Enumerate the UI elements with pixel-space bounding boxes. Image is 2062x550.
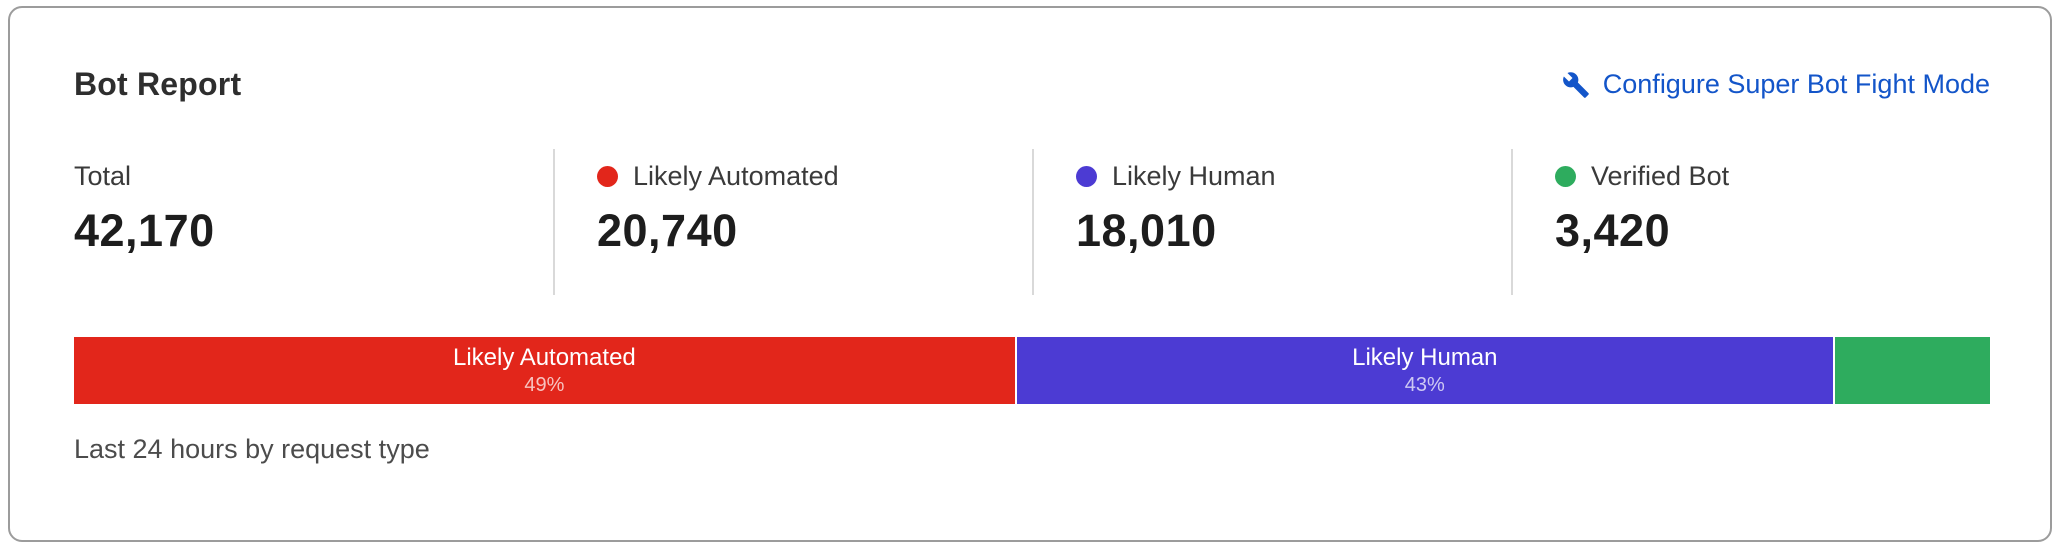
- bar-segment-label: Likely Automated: [452, 343, 636, 371]
- stat-likely-automated-label: Likely Automated: [633, 161, 839, 191]
- stats-row: Total 42,170 Likely Automated 20,740 Lik…: [74, 149, 1990, 295]
- stat-likely-human-label: Likely Human: [1112, 161, 1276, 191]
- bar-segment-likely-automated: Likely Automated 49%: [74, 337, 1015, 404]
- stat-total-label: Total: [74, 161, 132, 191]
- likely-automated-dot-icon: [597, 166, 618, 187]
- stat-likely-human: Likely Human 18,010: [1032, 149, 1511, 295]
- stat-verified-bot-label: Verified Bot: [1591, 161, 1730, 191]
- bar-segment-percentage: 43%: [1404, 374, 1445, 397]
- stat-likely-automated: Likely Automated 20,740: [553, 149, 1032, 295]
- bar-segment-verified-bot: [1832, 337, 1990, 404]
- configure-link-label: Configure Super Bot Fight Mode: [1602, 69, 1990, 99]
- configure-super-bot-fight-mode-link[interactable]: Configure Super Bot Fight Mode: [1562, 69, 1990, 100]
- stat-likely-human-value: 18,010: [1076, 205, 1217, 256]
- wrench-icon: [1562, 71, 1590, 99]
- likely-human-dot-icon: [1076, 166, 1097, 187]
- stat-total-value: 42,170: [74, 205, 215, 256]
- bar-segment-likely-human: Likely Human 43%: [1014, 337, 1833, 404]
- stat-verified-bot-value: 3,420: [1555, 205, 1671, 256]
- page-title: Bot Report: [74, 66, 242, 102]
- chart-caption: Last 24 hours by request type: [74, 434, 430, 464]
- bar-segment-percentage: 49%: [524, 374, 565, 397]
- bot-report-card: Bot Report Configure Super Bot Fight Mod…: [8, 6, 2052, 542]
- stat-verified-bot: Verified Bot 3,420: [1511, 149, 1990, 295]
- bar-segment-label: Likely Human: [1352, 343, 1498, 371]
- stat-total: Total 42,170: [74, 149, 553, 295]
- stat-likely-automated-value: 20,740: [597, 205, 738, 256]
- card-header: Bot Report Configure Super Bot Fight Mod…: [74, 66, 1990, 103]
- verified-bot-dot-icon: [1555, 166, 1576, 187]
- stacked-bar-chart: Likely Automated 49% Likely Human 43%: [74, 337, 1990, 404]
